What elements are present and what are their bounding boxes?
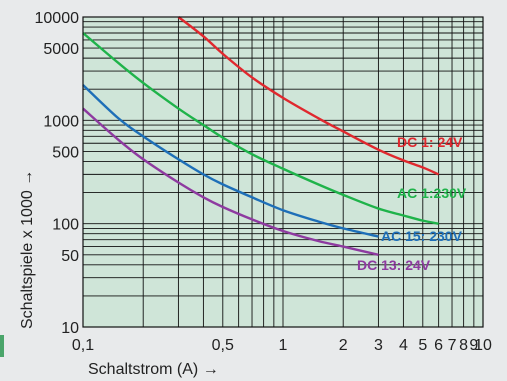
series-line-3	[82, 107, 379, 256]
series-label-0: DC 1: 24V	[397, 134, 463, 150]
x-tick-label: 9	[469, 337, 478, 354]
y-tick-label: 10	[61, 320, 79, 337]
x-tick-label: 4	[399, 337, 408, 354]
x-tick-label: 10	[474, 337, 492, 354]
grid	[83, 17, 483, 327]
x-tick-label: 7	[448, 337, 457, 354]
series-lines	[82, 16, 440, 256]
y-tick-label: 5000	[43, 41, 79, 58]
y-axis-title: Schaltspiele x 1000 →	[19, 170, 36, 329]
y-tick-labels: 10 50 100 500 1000 5000 10000	[35, 10, 80, 337]
x-tick-label: 3	[374, 337, 383, 354]
y-tick-label: 50	[61, 248, 79, 265]
x-tick-label: 6	[434, 337, 443, 354]
plot-frame	[82, 16, 484, 328]
x-tick-label: 8	[459, 337, 468, 354]
series-line-0	[177, 16, 440, 176]
series-labels: DC 1: 24V AC 1:230V AC 15: 230V DC 13: 24V	[357, 134, 467, 273]
series-label-1: AC 1:230V	[397, 185, 467, 201]
series-label-2: AC 15: 230V	[381, 228, 463, 244]
series-line-2	[82, 84, 379, 238]
x-tick-label: 1	[279, 337, 288, 354]
y-tick-label: 1000	[43, 113, 79, 130]
series-line-1	[82, 32, 439, 225]
x-axis-title: Schaltstrom (A) →	[88, 361, 219, 378]
x-tick-label: 0,5	[212, 337, 234, 354]
x-tick-label: 2	[339, 337, 348, 354]
x-tick-labels: 0,1 0,5 1 2 3 4 5 6 7 8 910	[72, 337, 492, 354]
y-tick-label: 100	[52, 217, 79, 234]
y-tick-label: 500	[52, 144, 79, 161]
edge-marker	[0, 335, 4, 357]
x-tick-label: 5	[418, 337, 427, 354]
series-label-3: DC 13: 24V	[357, 257, 431, 273]
x-tick-label: 0,1	[72, 337, 94, 354]
y-tick-label: 10000	[35, 10, 80, 27]
